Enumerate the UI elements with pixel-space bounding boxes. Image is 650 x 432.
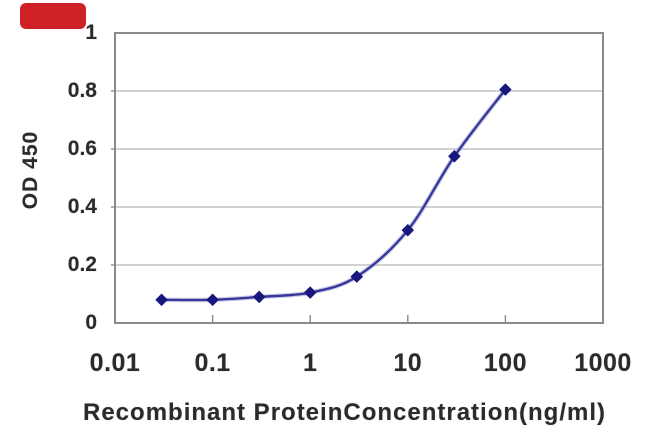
- x-axis-title: Recombinant ProteinConcentration(ng/ml): [83, 399, 607, 426]
- plot-frame: [114, 32, 604, 324]
- series-line-halo: [159, 87, 508, 303]
- data-point-marker: [350, 270, 363, 283]
- x-tick-label: 0.1: [194, 349, 231, 377]
- x-tick-label: 10: [393, 349, 423, 377]
- x-tick-label: 100: [483, 349, 527, 377]
- y-tick-label: 0.2: [67, 253, 97, 276]
- x-tick-label: 0.01: [89, 349, 141, 377]
- data-point-marker: [155, 293, 168, 306]
- y-tick-label: 0.8: [67, 79, 97, 102]
- y-tick-label: 0.6: [67, 137, 97, 160]
- y-tick-label: 1: [85, 21, 97, 44]
- y-tick-label: 0: [85, 311, 97, 334]
- y-tick-label: 0.4: [67, 195, 97, 218]
- data-point-marker: [304, 286, 317, 299]
- x-tick-label: 1: [302, 349, 318, 377]
- data-point-marker: [499, 83, 512, 96]
- data-point-marker: [206, 293, 219, 306]
- series-line: [160, 88, 507, 302]
- data-point-marker: [253, 290, 266, 303]
- vendor-logo-watermark: [20, 3, 86, 29]
- x-tick-label: 1000: [574, 349, 632, 377]
- data-point-marker: [448, 150, 461, 163]
- data-point-marker: [401, 224, 414, 237]
